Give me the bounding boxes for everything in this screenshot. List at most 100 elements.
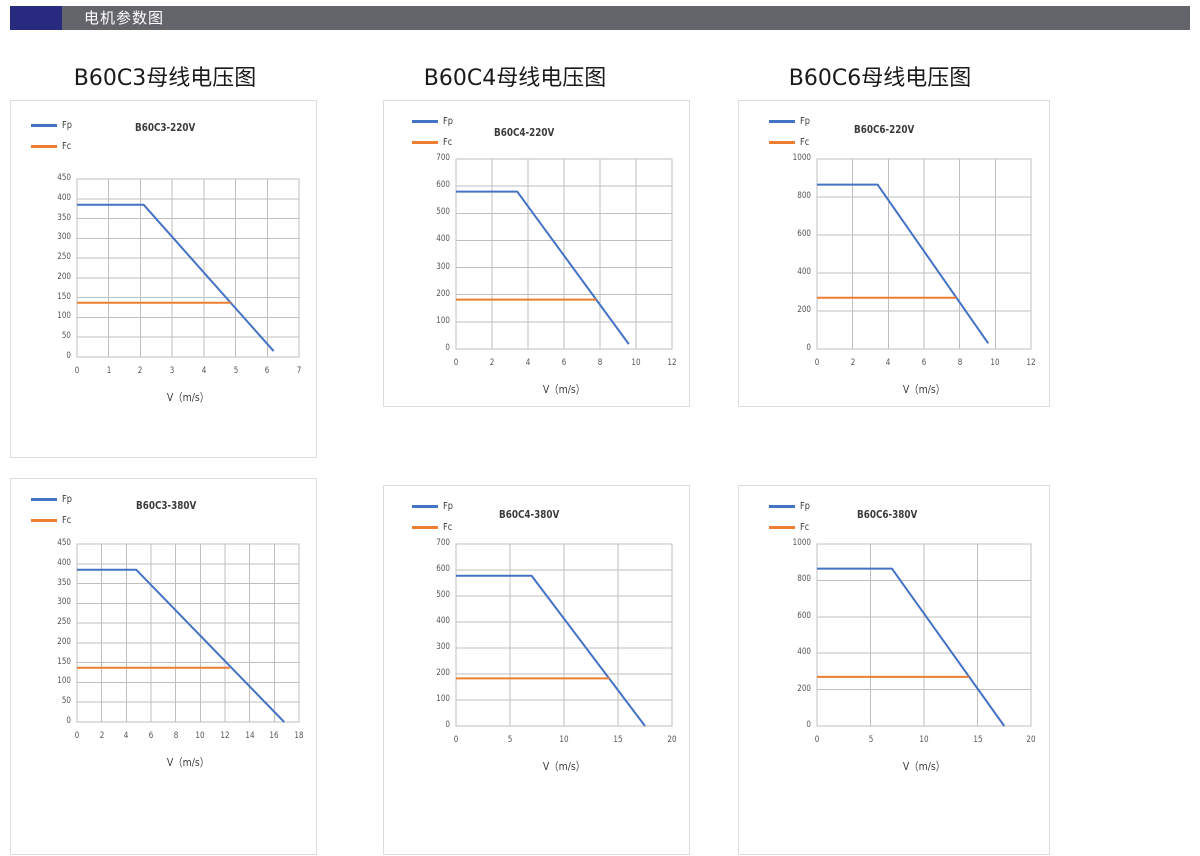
y-axis-tick-label: 0: [66, 716, 71, 726]
x-axis-tick-label: 10: [631, 358, 641, 368]
x-axis-tick-label: 10: [559, 735, 569, 745]
legend-label: Fp: [443, 500, 453, 512]
x-axis-tick-label: 15: [972, 735, 983, 745]
x-axis-tick-label: 0: [814, 358, 820, 368]
chart-legend: Fp Fc: [412, 113, 455, 155]
legend-item-fp: Fp: [412, 498, 455, 514]
y-axis-tick-label: 700: [436, 538, 450, 548]
legend-swatch-icon: [412, 525, 438, 529]
x-axis-tick-label: 8: [957, 358, 962, 368]
x-axis-tick-label: 14: [245, 731, 255, 741]
x-axis-tick-label: 6: [148, 731, 154, 741]
chart-legend: Fp Fc: [769, 113, 812, 155]
header-accent-block: [10, 6, 62, 30]
y-axis-tick-label: 0: [806, 720, 811, 730]
x-axis-title: V（m/s）: [902, 383, 946, 396]
y-axis-tick-label: 1000: [792, 538, 811, 548]
x-axis-tick-label: 10: [990, 358, 1000, 368]
plot-area: [816, 158, 1032, 350]
chart-panel-b60c3-380v: Fp Fc B60C3-380V 0 50 100 150 200 250 300 350 400 45…: [10, 478, 317, 855]
chart-legend: Fp Fc: [769, 498, 812, 540]
x-axis-tick-label: 1: [106, 366, 111, 376]
legend-label: Fc: [800, 136, 810, 148]
y-axis-tick-label: 200: [57, 636, 71, 647]
legend-swatch-icon: [769, 504, 795, 508]
legend-label: Fp: [443, 115, 453, 127]
legend-label: Fc: [443, 521, 453, 533]
legend-item-fp: Fp: [769, 498, 812, 514]
y-axis-tick-label: 300: [436, 261, 450, 272]
legend-item-fc: Fc: [769, 519, 812, 535]
y-axis-tick-label: 400: [436, 234, 450, 245]
legend-swatch-icon: [412, 119, 438, 123]
x-axis-title: V（m/s）: [542, 760, 586, 773]
y-axis-tick-label: 200: [436, 288, 450, 299]
legend-label: Fc: [62, 514, 72, 526]
y-axis-tick-label: 500: [436, 590, 450, 600]
x-axis-tick-label: 10: [919, 735, 929, 745]
y-axis-tick-label: 300: [57, 232, 71, 243]
x-axis-title: V（m/s）: [166, 756, 210, 769]
x-axis-title: V（m/s）: [902, 760, 946, 773]
y-axis-tick-label: 200: [797, 305, 811, 315]
x-axis-tick-label: 5: [868, 735, 873, 745]
x-axis-tick-label: 20: [1026, 735, 1036, 745]
legend-swatch-icon: [412, 140, 438, 144]
chart-title: B60C3-220V: [135, 121, 196, 134]
y-axis-tick-label: 600: [797, 610, 811, 621]
y-axis-tick-label: 0: [445, 343, 450, 353]
section-title-b60c3: B60C3母线电压图: [73, 66, 257, 91]
plot-area: [76, 178, 300, 358]
legend-label: Fp: [62, 493, 72, 505]
x-axis-tick-label: 2: [99, 731, 104, 741]
x-axis-tick-label: 0: [814, 735, 820, 745]
chart-panel-b60c4-220v: Fp Fc B60C4-220V 0 100 200 300 400 500 600 700 0 2 4 6…: [383, 100, 690, 407]
chart-panel-b60c6-380v: Fp Fc B60C6-380V 0 200 400 600 800 1000 0 5 10 15 20 V…: [738, 485, 1050, 855]
x-axis-tick-label: 16: [269, 731, 279, 741]
y-axis-tick-label: 50: [61, 696, 71, 707]
x-axis-tick-label: 20: [667, 735, 677, 745]
y-axis-tick-label: 100: [57, 311, 71, 322]
y-axis-tick-label: 100: [436, 315, 450, 326]
x-axis-tick-label: 0: [453, 735, 459, 745]
y-axis-tick-label: 250: [57, 617, 71, 628]
section-title-b60c4: B60C4母线电压图: [423, 66, 607, 91]
x-axis-tick-label: 6: [561, 358, 567, 368]
legend-label: Fp: [800, 500, 810, 512]
x-axis-tick-label: 4: [124, 731, 129, 741]
chart-panel-b60c4-380v: Fp Fc B60C4-380V 0 100 200 300 400 500 600 700 0 5 10…: [383, 485, 690, 855]
y-axis-tick-label: 400: [436, 616, 450, 626]
x-axis-tick-label: 12: [667, 358, 677, 368]
y-axis-tick-label: 300: [57, 597, 71, 608]
y-axis-tick-label: 200: [797, 683, 811, 694]
x-axis-tick-label: 2: [138, 366, 143, 376]
legend-item-fp: Fp: [412, 113, 455, 129]
x-axis-tick-label: 5: [507, 735, 513, 745]
legend-swatch-icon: [31, 144, 57, 148]
header-bar: [10, 6, 1190, 30]
legend-swatch-icon: [769, 525, 795, 529]
x-axis-tick-label: 7: [296, 366, 302, 376]
legend-label: Fc: [800, 521, 810, 533]
y-axis-tick-label: 1000: [792, 153, 811, 163]
y-axis-tick-label: 0: [445, 720, 450, 730]
legend-label: Fc: [62, 140, 72, 152]
chart-title: B60C4-380V: [499, 508, 560, 521]
legend-item-fc: Fc: [412, 134, 455, 150]
x-axis-tick-label: 10: [195, 731, 205, 741]
y-axis-tick-label: 100: [436, 694, 450, 704]
plot-area: [76, 543, 300, 723]
x-axis-tick-label: 4: [201, 366, 207, 376]
x-axis-tick-label: 0: [453, 358, 459, 368]
legend-label: Fp: [62, 119, 72, 131]
chart-title: B60C4-220V: [494, 126, 555, 139]
x-axis-tick-label: 8: [173, 731, 178, 741]
x-axis-tick-label: 0: [74, 366, 80, 376]
y-axis-tick-label: 400: [57, 557, 71, 568]
chart-panel-b60c6-220v: Fp Fc B60C6-220V 0 200 400 600 800 1000 0 2 4 6 8 10 12…: [738, 100, 1050, 407]
plot-area: [816, 543, 1032, 727]
x-axis-tick-label: 8: [597, 358, 603, 368]
y-axis-tick-label: 200: [57, 271, 71, 282]
legend-item-fc: Fc: [412, 519, 455, 535]
chart-title: B60C6-220V: [854, 123, 915, 136]
